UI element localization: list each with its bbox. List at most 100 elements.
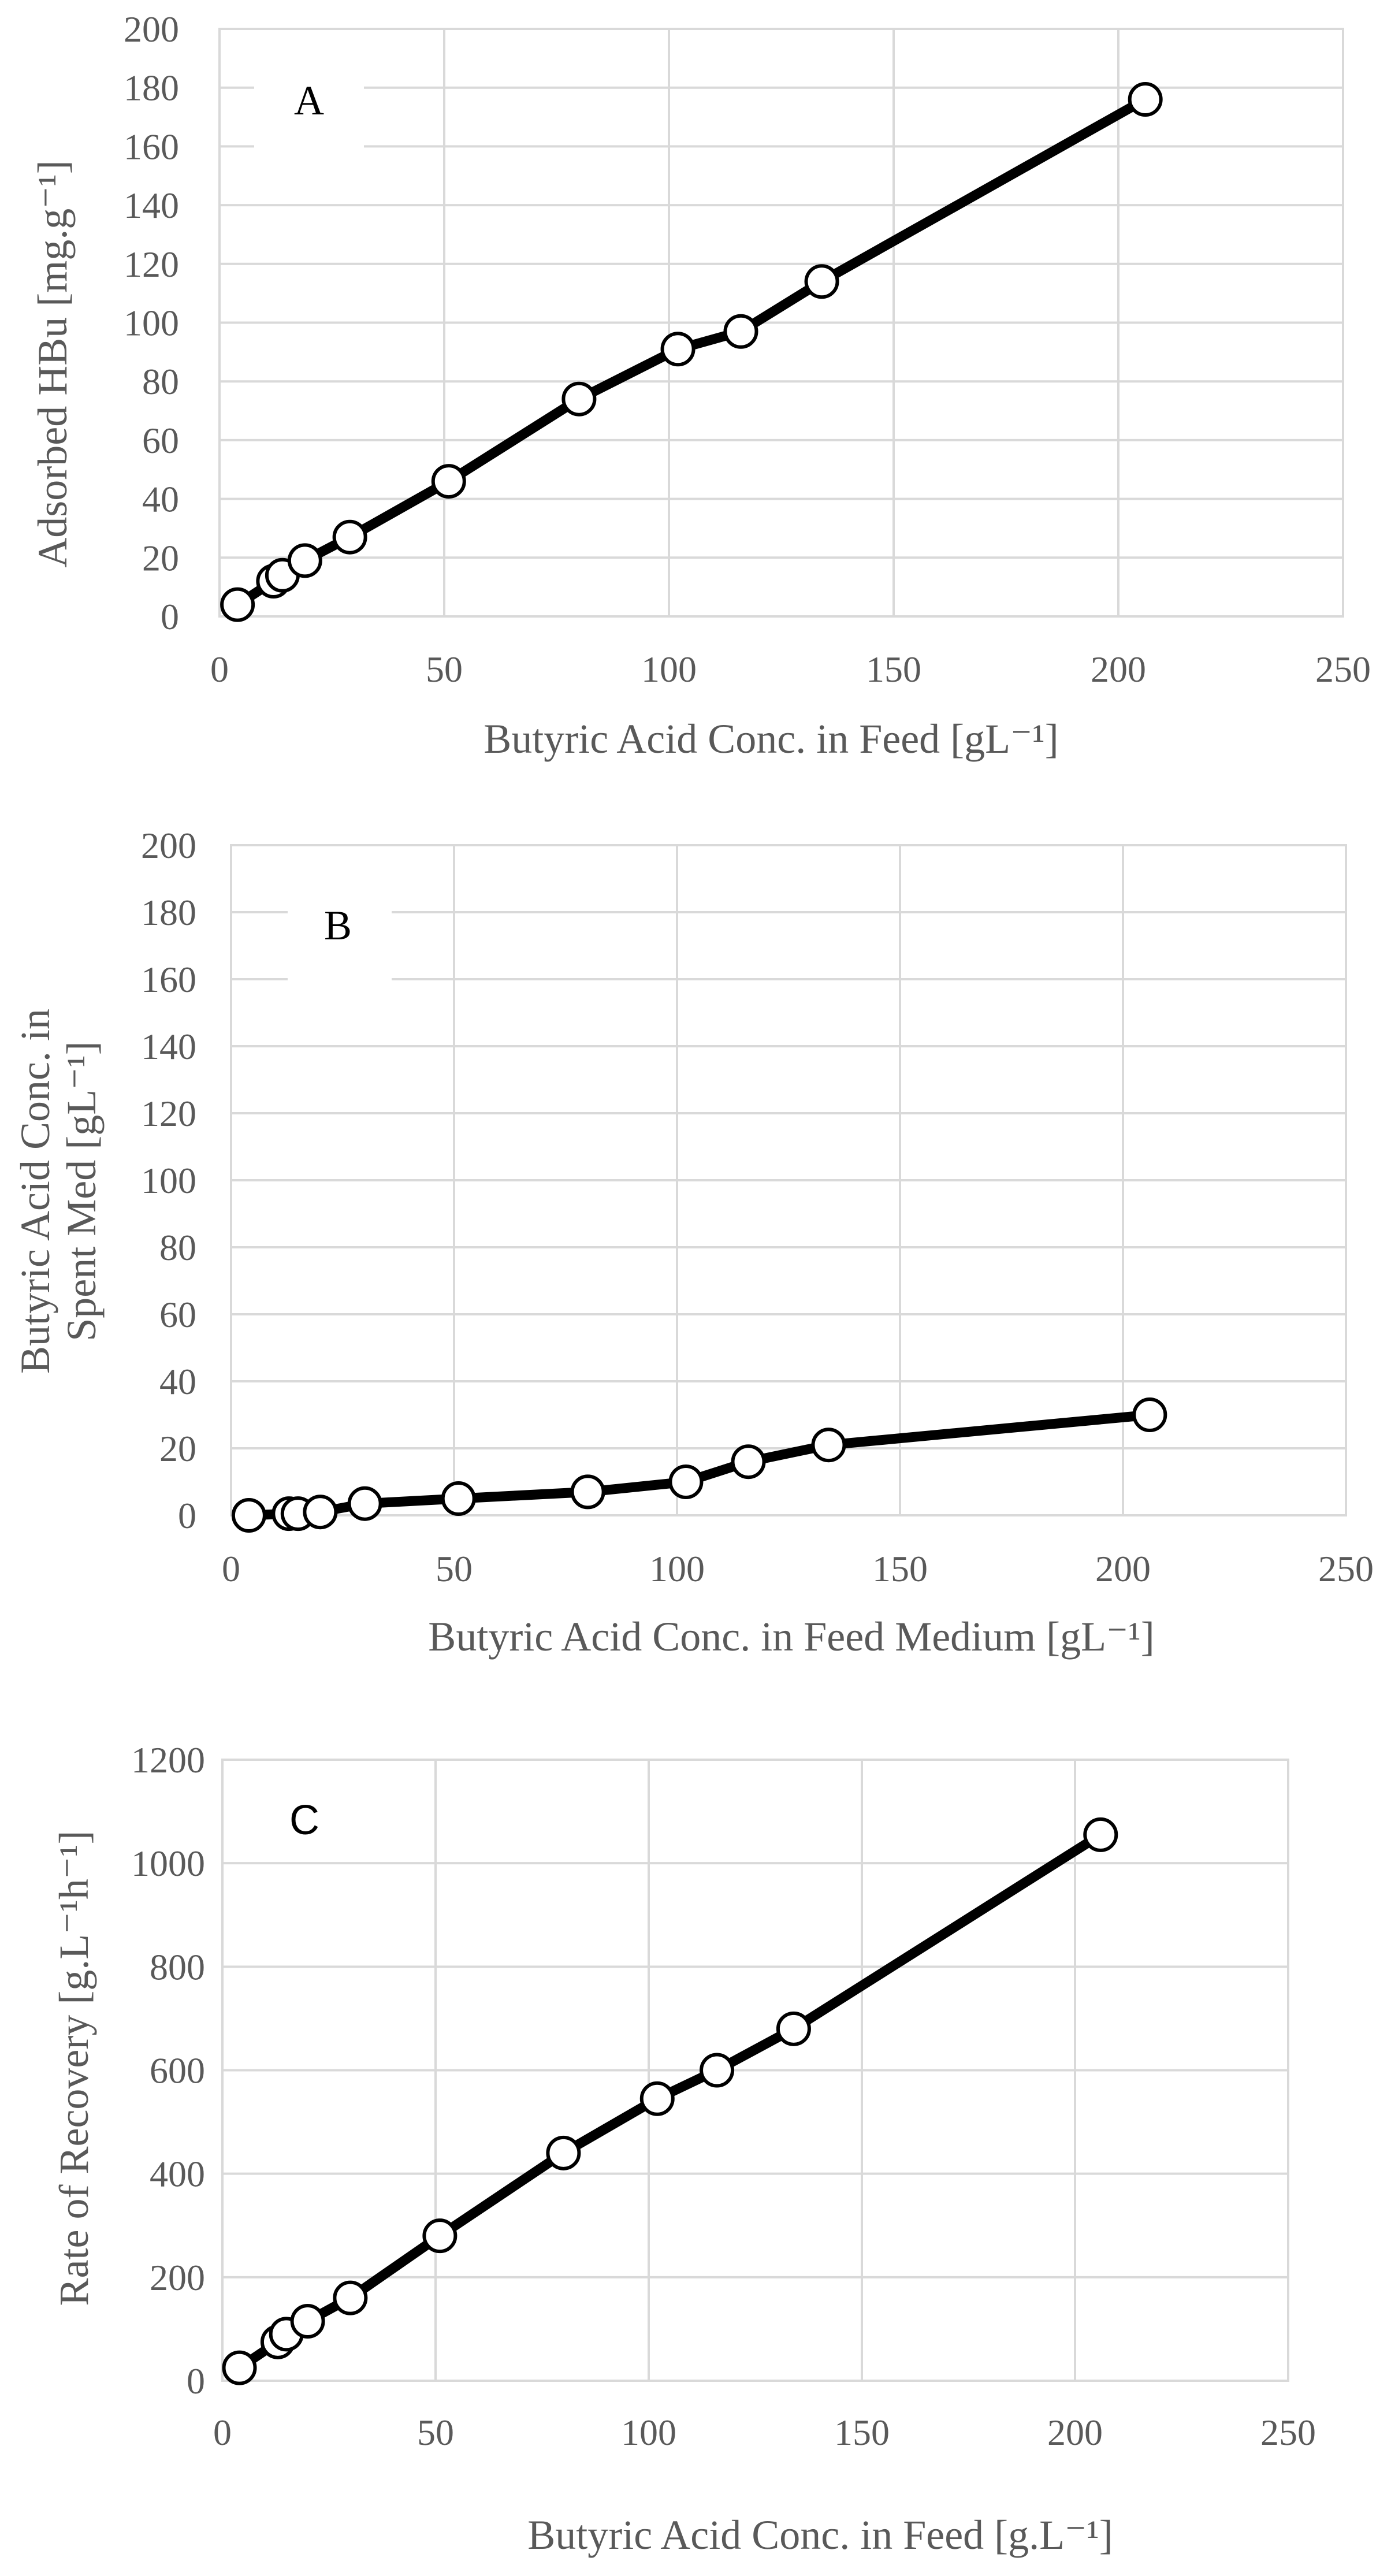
data-point: [1132, 1397, 1167, 1432]
plot-area-c: [221, 1759, 1289, 2382]
data-point: [290, 2303, 325, 2339]
panel-label-b: B: [324, 902, 352, 949]
x-tick-labels-c: 0 50 100 150 200 250: [213, 2412, 1316, 2453]
y-tick-label: 100: [141, 1160, 196, 1201]
y-tick-label: 80: [159, 1227, 196, 1268]
data-point: [1128, 82, 1163, 117]
grid-a: [218, 28, 1344, 618]
markers-c: [222, 1817, 1118, 2385]
markers-a: [220, 82, 1163, 622]
y-tick-label: 60: [142, 420, 179, 461]
data-point: [731, 1444, 766, 1480]
x-tick-label: 100: [649, 1548, 705, 1589]
series-line-b: [244, 1410, 1155, 1521]
x-tick-label: 100: [621, 2412, 676, 2453]
panel-label-c: C: [289, 1797, 319, 1843]
y-tick-label: 40: [142, 479, 179, 520]
data-point: [441, 1481, 476, 1516]
y-axis-title-c: Rate of Recovery [g.L⁻¹h⁻¹]: [51, 1831, 97, 2306]
y-tick-labels-c: 0 200 400 600 800 1000 1200: [131, 1739, 205, 2402]
x-axis-title-a: Butyric Acid Conc. in Feed [gL⁻¹]: [483, 716, 1058, 762]
x-tick-label: 0: [213, 2412, 232, 2453]
y-axis-title-b-line-1: Butyric Acid Conc. in: [12, 1009, 58, 1374]
data-point: [668, 1464, 704, 1499]
panel-label-box-b: [288, 895, 392, 982]
y-tick-label: 400: [150, 2154, 205, 2195]
x-tick-label: 150: [834, 2412, 890, 2453]
y-tick-label: 800: [150, 1946, 205, 1987]
x-tick-labels-a: 0 50 100 150 200 250: [210, 649, 1371, 690]
data-point: [332, 519, 367, 555]
plot-area-b: [230, 844, 1347, 1516]
y-axis-title-b: Butyric Acid Conc. in Spent Med [gL⁻¹]: [12, 1009, 105, 1374]
data-point: [723, 314, 758, 349]
y-tick-label: 160: [141, 959, 196, 1000]
x-tick-label: 150: [866, 649, 921, 690]
x-tick-label: 250: [1260, 2412, 1316, 2453]
plot-area-a: [218, 28, 1344, 618]
x-tick-label: 200: [1095, 1548, 1151, 1589]
x-tick-label: 200: [1091, 649, 1146, 690]
data-point: [287, 543, 322, 578]
data-point: [303, 1495, 338, 1530]
y-tick-label: 600: [150, 2050, 205, 2091]
data-point: [570, 1474, 605, 1510]
data-point: [639, 2081, 675, 2116]
data-point: [222, 2350, 257, 2385]
x-tick-label: 0: [210, 649, 229, 690]
y-tick-labels-b: 0 20 40 60 80 100 120 140 160 180 200: [141, 825, 196, 1536]
y-tick-label: 100: [124, 303, 179, 344]
data-point: [333, 2280, 368, 2315]
x-tick-label: 0: [222, 1548, 240, 1589]
y-tick-label: 20: [142, 537, 179, 578]
x-tick-label: 100: [641, 649, 697, 690]
y-tick-label: 80: [142, 361, 179, 402]
data-point: [231, 1498, 266, 1533]
x-tick-label: 200: [1047, 2412, 1103, 2453]
x-tick-label: 150: [872, 1548, 928, 1589]
markers-b: [231, 1397, 1167, 1533]
y-tick-labels-a: 0 20 40 60 80 100 120 140 160 180 200: [124, 9, 179, 637]
y-tick-label: 120: [124, 244, 179, 285]
data-point: [546, 2135, 581, 2170]
data-point: [1083, 1817, 1118, 1852]
data-point: [776, 2011, 811, 2046]
x-tick-labels-b: 0 50 100 150 200 250: [222, 1548, 1374, 1589]
y-tick-label: 140: [124, 185, 179, 226]
y-tick-label: 200: [124, 9, 179, 50]
y-tick-label: 180: [141, 892, 196, 933]
x-axis-title-b: Butyric Acid Conc. in Feed Medium [gL⁻¹]: [428, 1614, 1154, 1660]
x-tick-label: 50: [417, 2412, 454, 2453]
y-tick-label: 1000: [131, 1843, 205, 1884]
y-axis-title-b-line-2: Spent Med [gL⁻¹]: [58, 1041, 105, 1341]
data-point: [431, 464, 466, 499]
panel-label-a: A: [294, 77, 324, 124]
y-tick-label: 160: [124, 126, 179, 167]
data-point: [804, 264, 839, 299]
x-tick-label: 250: [1318, 1548, 1374, 1589]
y-tick-label: 20: [159, 1428, 196, 1469]
y-axis-title-a: Adsorbed HBu [mg.g⁻¹]: [29, 160, 76, 568]
y-tick-label: 0: [187, 2361, 205, 2402]
data-point: [561, 381, 597, 417]
y-tick-label: 200: [141, 825, 196, 866]
data-point: [660, 332, 696, 367]
x-tick-label: 250: [1315, 649, 1371, 690]
y-tick-label: 140: [141, 1026, 196, 1067]
y-tick-label: 180: [124, 68, 179, 109]
panel-a: A 0 20 40 60 80 100 120 140 160 180 200 0 50 100 150 2…: [29, 9, 1371, 762]
x-tick-label: 50: [436, 1548, 473, 1589]
panel-label-box-a: [254, 69, 364, 150]
data-point: [700, 2053, 735, 2088]
y-tick-label: 0: [178, 1495, 196, 1536]
panel-b: B 0 20 40 60 80 100 120 140 160 180 200 0 50 100 150 2…: [12, 825, 1374, 1660]
y-tick-label: 40: [159, 1361, 196, 1402]
data-point: [422, 2218, 458, 2254]
grid-b: [230, 844, 1347, 1516]
data-point: [811, 1428, 846, 1463]
y-tick-label: 1200: [131, 1739, 205, 1780]
y-tick-label: 60: [159, 1294, 196, 1335]
y-tick-label: 0: [161, 596, 179, 637]
